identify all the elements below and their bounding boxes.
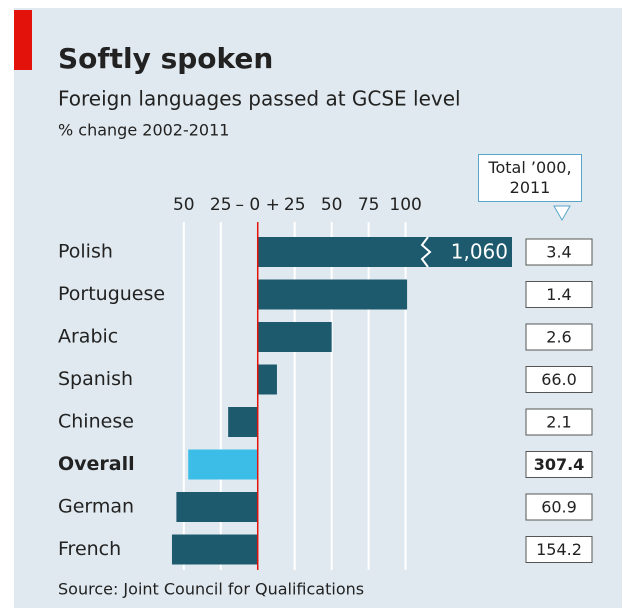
x-tick-label: 25 (284, 195, 306, 215)
totals-header: Total ’000, 2011 (478, 154, 582, 202)
total-box (525, 366, 593, 393)
x-tick-label: 75 (358, 195, 380, 215)
total-box (525, 323, 593, 351)
x-tick-label: – 0 + (236, 195, 280, 215)
total-label: 60.9 (541, 498, 577, 517)
total-box (525, 536, 593, 563)
bar (257, 322, 332, 352)
category-label: German (58, 496, 134, 518)
total-label: 2.1 (546, 413, 571, 432)
total-label: 66.0 (541, 370, 577, 389)
total-box (525, 408, 593, 436)
bar (176, 492, 258, 522)
callout-pointer (553, 205, 571, 222)
bar (171, 534, 258, 565)
category-label: French (58, 538, 121, 560)
chart-subtitle: Foreign languages passed at GCSE level (58, 87, 461, 111)
category-label: Portuguese (58, 283, 165, 305)
total-label: 307.4 (534, 455, 585, 474)
category-label: Spanish (58, 368, 133, 390)
category-label: Chinese (58, 411, 134, 433)
source: Source: Joint Council for Qualifications (58, 580, 364, 599)
total-box (525, 281, 593, 308)
x-tick-label: 100 (389, 195, 421, 215)
x-tick-label: 50 (173, 195, 195, 215)
category-label: Arabic (58, 326, 118, 348)
total-box (525, 451, 593, 478)
x-tick-label: 50 (321, 195, 343, 215)
bar (257, 279, 408, 310)
value-label: 1,060 (451, 240, 508, 264)
total-label: 154.2 (536, 540, 582, 559)
category-label: Overall (58, 453, 135, 475)
total-box (525, 238, 593, 266)
axis-break (420, 236, 432, 268)
total-label: 1.4 (546, 285, 571, 304)
bar (188, 449, 258, 480)
total-label: 2.6 (546, 328, 571, 347)
bar (228, 407, 258, 437)
total-label: 3.4 (546, 243, 571, 262)
chart-title: Softly spoken (58, 42, 273, 75)
category-label: Polish (58, 241, 113, 263)
axis-label: % change 2002-2011 (58, 121, 229, 140)
bar (257, 364, 277, 395)
red-tag (14, 10, 32, 70)
x-tick-label: 25 (210, 195, 232, 215)
bar (257, 237, 512, 267)
total-box (525, 493, 593, 521)
